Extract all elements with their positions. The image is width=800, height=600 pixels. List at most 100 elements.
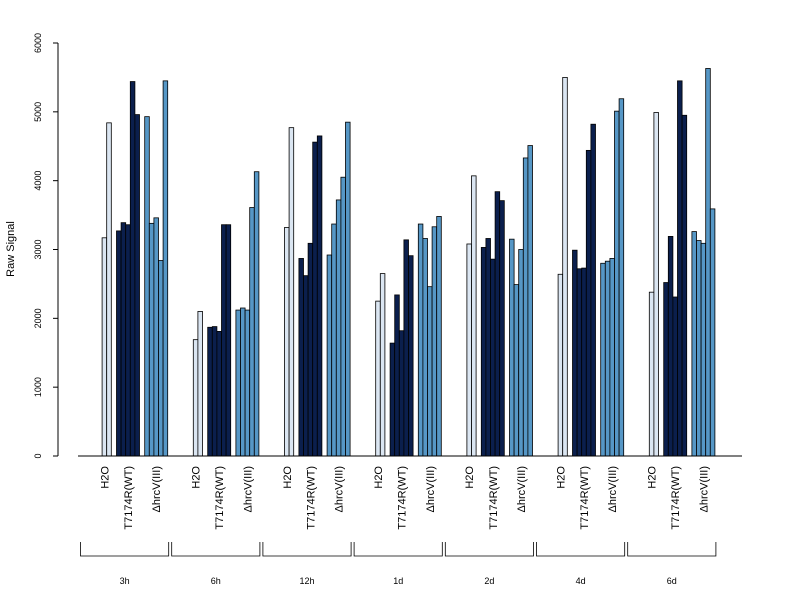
bar [225, 224, 232, 457]
bar [211, 326, 218, 457]
bar [499, 200, 505, 457]
y-axis: 0 1000 2000 3000 4000 5000 6000 [33, 33, 59, 459]
category-label: ΔhrcV(III) [242, 466, 254, 512]
group-label: 2d [484, 576, 494, 586]
bars-group [101, 68, 716, 457]
y-tick-label: 0 [33, 453, 43, 458]
y-tick-label: 5000 [33, 102, 43, 122]
bar [527, 145, 533, 457]
category-label: H2O [282, 466, 294, 489]
group-bracket [536, 542, 626, 557]
category-label: H2O [647, 466, 659, 489]
bar [618, 98, 625, 457]
category-label: T7174R(WT) [488, 466, 500, 530]
bar [485, 238, 491, 457]
bar [235, 309, 241, 457]
bar [408, 255, 414, 457]
bar [153, 217, 159, 457]
category-label: T7174R(WT) [214, 466, 226, 530]
bar [148, 222, 155, 457]
category-label: H2O [373, 466, 385, 489]
bar [134, 114, 140, 457]
bar [522, 157, 529, 457]
bar [101, 237, 108, 457]
bar [576, 268, 583, 457]
bar [667, 236, 674, 457]
bar [389, 342, 396, 457]
bar [312, 141, 318, 457]
bar [709, 208, 716, 457]
bar [375, 300, 381, 457]
timepoint-groups: 3h 6h 12h 1d 2d 4d 6d [80, 542, 717, 586]
category-label: ΔhrcV(III) [425, 466, 437, 512]
bar [581, 267, 587, 457]
group-bracket [444, 542, 534, 557]
bar [494, 191, 501, 457]
category-labels: H2O T7174R(WT) ΔhrcV(III) H2O T7174R(WT) Δhrc… [99, 466, 710, 530]
bar [298, 258, 304, 457]
bar [207, 326, 213, 457]
group-label: 3h [120, 576, 130, 586]
bar [307, 242, 314, 457]
bar [431, 226, 438, 457]
bar [490, 258, 496, 457]
bar [394, 294, 400, 457]
group-bracket [353, 542, 443, 557]
bar [614, 110, 620, 457]
bar [436, 216, 442, 457]
bar [284, 227, 290, 457]
bar [513, 284, 520, 457]
bar [403, 239, 409, 457]
bar [398, 330, 405, 457]
bar [509, 238, 515, 457]
category-label: T7174R(WT) [123, 466, 135, 530]
bar [663, 282, 669, 457]
bar [681, 114, 688, 457]
bar [705, 68, 711, 457]
bar [480, 247, 487, 457]
category-label: ΔhrcV(III) [607, 466, 619, 512]
bar [221, 224, 227, 457]
bar [691, 231, 697, 457]
category-label: T7174R(WT) [670, 466, 682, 530]
bar [648, 291, 655, 457]
bar [696, 240, 702, 457]
category-label: H2O [464, 466, 476, 489]
group-label: 1d [393, 576, 403, 586]
bar [557, 273, 564, 457]
y-tick-label: 3000 [33, 239, 43, 259]
group-label: 6h [211, 576, 221, 586]
bar [672, 296, 678, 457]
group-bracket [171, 542, 261, 557]
category-label: H2O [99, 466, 111, 489]
bar [326, 254, 333, 457]
bar [216, 331, 222, 457]
bar [303, 275, 309, 457]
bar [379, 273, 386, 457]
category-label: H2O [191, 466, 203, 489]
bar [129, 81, 136, 457]
bar [590, 123, 596, 457]
y-tick-label: 6000 [33, 33, 43, 53]
bar [600, 262, 606, 457]
category-label: ΔhrcV(III) [151, 466, 163, 512]
bar [345, 121, 351, 457]
bar [249, 207, 255, 457]
bar [700, 242, 707, 457]
bar [340, 176, 346, 457]
bar [427, 286, 433, 457]
group-bracket [627, 542, 717, 557]
category-label: ΔhrcV(III) [698, 466, 710, 512]
category-label: T7174R(WT) [579, 466, 591, 530]
bar [518, 249, 524, 457]
bar [162, 80, 169, 457]
bar [158, 260, 164, 457]
bar [120, 222, 127, 457]
bar [562, 77, 568, 457]
bar [192, 339, 199, 457]
bar [244, 309, 251, 457]
category-label: ΔhrcV(III) [516, 466, 528, 512]
y-tick-label: 2000 [33, 308, 43, 328]
group-label: 6d [667, 576, 677, 586]
